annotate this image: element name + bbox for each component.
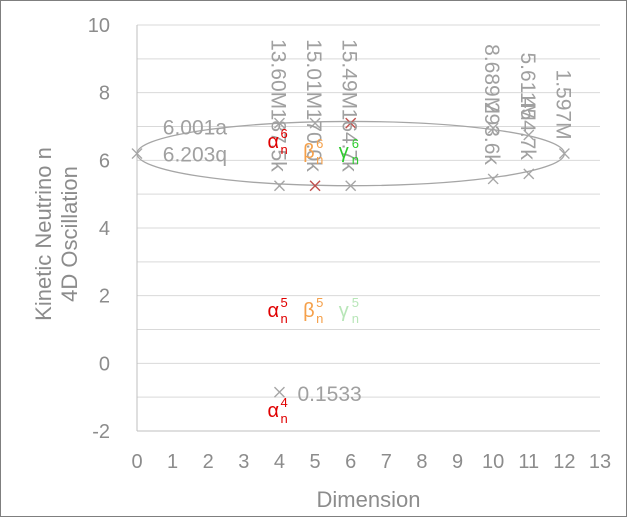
- y-tick-label: 10: [88, 15, 110, 37]
- data-label: 454.7k: [516, 97, 539, 161]
- data-point-marker: [309, 117, 321, 129]
- symbol-superscript: 5: [316, 295, 323, 310]
- symbol-base: β: [303, 141, 315, 163]
- data-point-marker: [345, 180, 357, 192]
- symbol-subscript: n: [316, 152, 323, 167]
- data-point-marker: [523, 129, 535, 141]
- symbol-base: α: [267, 300, 279, 322]
- axes: [136, 25, 600, 432]
- x-axis-title: Dimension: [317, 487, 421, 512]
- symbol-superscript: 6: [352, 136, 359, 151]
- data-point-marker: [309, 180, 321, 192]
- symbol-label: α 6n: [267, 126, 287, 157]
- data-point-marker: [273, 386, 285, 398]
- symbol-base: γ: [339, 300, 349, 322]
- y-tick-label: 0: [99, 353, 110, 375]
- x-tick-label: 8: [416, 451, 427, 473]
- x-tick-label: 5: [310, 451, 321, 473]
- data-point-marker: [131, 148, 143, 160]
- greek-symbol-labels: α 6n β 6n γ 6nα 5n β 5n γ 5nα 4n: [267, 126, 358, 426]
- symbol-base: β: [303, 300, 315, 322]
- symbol-base: α: [267, 131, 279, 153]
- x-tick-label: 11: [518, 451, 539, 473]
- symbol-label: γ 6n: [339, 136, 359, 167]
- symbol-base: γ: [339, 141, 349, 163]
- ellipse-annotations: 6.001a 6.203q: [163, 117, 228, 167]
- data-points: [131, 117, 570, 398]
- symbol-label: γ 5n: [339, 295, 359, 326]
- x-tick-labels: 0 1 2 3 4 5 6 7 8 9 10 11 12 13: [131, 451, 611, 473]
- y-axis-title: Kinetic Neutrino n4D Oscillation: [31, 147, 82, 321]
- x-tick-label: 6: [345, 451, 356, 473]
- x-tick-label: 13: [589, 451, 611, 473]
- data-label: 8.689M: [480, 44, 503, 114]
- symbol-superscript: 5: [352, 295, 359, 310]
- x-tick-label: 9: [452, 451, 463, 473]
- data-label: 187.5k: [266, 109, 289, 173]
- x-tick-label: 3: [238, 451, 249, 473]
- data-point-marker: [487, 122, 499, 134]
- x-tick-label: 1: [167, 451, 178, 473]
- y-tick-label: 2: [99, 286, 110, 308]
- y-tick-label: 6: [99, 150, 110, 172]
- data-label: 170.0k: [302, 109, 325, 173]
- symbol-subscript: n: [280, 311, 287, 326]
- data-label: 0.1533: [297, 383, 361, 406]
- symbol-superscript: 6: [280, 126, 287, 141]
- data-point-marker: [273, 117, 285, 129]
- symbol-label: α 4n: [267, 395, 287, 426]
- ellipse-annotation: 6.203q: [163, 144, 227, 167]
- symbol-subscript: n: [316, 311, 323, 326]
- data-point-marker: [523, 168, 535, 180]
- symbol-label: β 5n: [303, 295, 323, 326]
- x-tick-label: 4: [274, 451, 285, 473]
- y-axis-title-line: 4D Oscillation: [57, 166, 82, 302]
- symbol-subscript: n: [352, 152, 359, 167]
- x-tick-label: 10: [482, 451, 504, 473]
- data-label: 15.49M: [338, 39, 361, 109]
- data-point-marker: [345, 117, 357, 129]
- data-point-marker: [273, 180, 285, 192]
- symbol-superscript: 6: [316, 136, 323, 151]
- symbol-subscript: n: [280, 142, 287, 157]
- data-labels: 13.60M 15.01M 15.49M 187.5k 170.0k 164.7k 8.68…: [266, 39, 574, 406]
- symbol-superscript: 5: [280, 295, 287, 310]
- gridlines: [137, 24, 600, 432]
- symbol-subscript: n: [280, 411, 287, 426]
- symbol-subscript: n: [352, 311, 359, 326]
- data-label: 164.7k: [338, 109, 361, 173]
- y-tick-labels: -2 0 2 4 6 8 10: [88, 15, 110, 443]
- ellipse-annotation: 6.001a: [163, 117, 228, 140]
- y-tick-label: 4: [99, 218, 110, 240]
- data-point-marker: [487, 173, 499, 185]
- y-tick-label: 8: [99, 83, 110, 105]
- x-tick-label: 0: [131, 451, 142, 473]
- x-tick-label: 12: [553, 451, 575, 473]
- x-tick-label: 7: [381, 451, 392, 473]
- data-label: 1.597M: [551, 70, 574, 140]
- data-point-marker: [558, 148, 570, 160]
- x-tick-label: 2: [203, 451, 214, 473]
- data-label: 15.01M: [302, 39, 325, 109]
- symbol-superscript: 4: [280, 395, 287, 410]
- symbol-base: α: [267, 400, 279, 422]
- data-label: 13.60M: [266, 39, 289, 109]
- data-label: 5.611M: [516, 52, 539, 121]
- data-label: 293.6k: [480, 102, 503, 166]
- symbol-label: β 6n: [303, 136, 323, 167]
- y-axis-title-line: Kinetic Neutrino n: [31, 147, 56, 321]
- symbol-label: α 5n: [267, 295, 287, 326]
- y-tick-label: -2: [92, 421, 110, 443]
